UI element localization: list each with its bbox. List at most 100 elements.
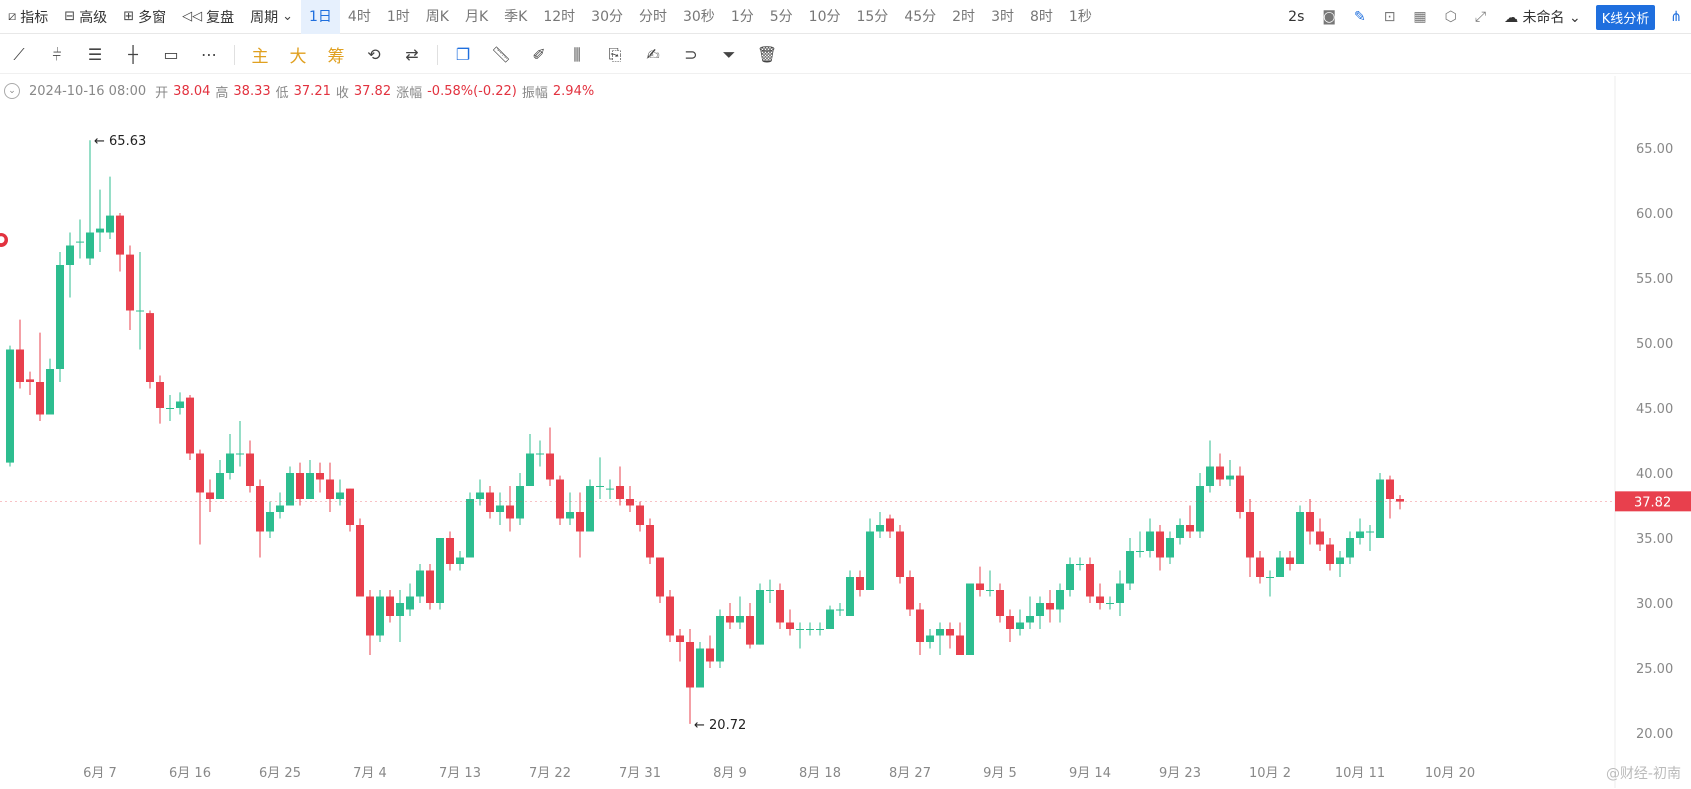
magnet-icon[interactable]: ⊃ [684, 45, 698, 64]
horizontal-line-icon[interactable]: ┼ [128, 45, 138, 64]
candle-body [826, 609, 834, 629]
candle-body [1276, 557, 1284, 577]
add-window-icon[interactable]: ⊡ [1383, 9, 1396, 25]
advanced-button[interactable]: ⊟ 高级 [64, 9, 108, 26]
x-tick-label-15: 10月 20 [1425, 766, 1475, 781]
note-icon[interactable]: ✍ [646, 45, 660, 64]
candle-body [516, 486, 524, 519]
period-tab-11[interactable]: 5分 [769, 8, 793, 25]
candle-body [1236, 475, 1244, 512]
candle-body [866, 531, 874, 590]
compare-icon[interactable]: ⇄ [405, 45, 419, 64]
trend-line-icon[interactable]: ⟋ [13, 44, 25, 64]
period-tab-5[interactable]: 季K [504, 8, 528, 25]
refresh-interval[interactable]: 2s [1288, 9, 1305, 25]
parallel-lines-icon[interactable]: ⫩ [52, 44, 62, 64]
period-tab-9[interactable]: 30秒 [682, 8, 715, 25]
candle-body [166, 408, 174, 409]
ruler-icon[interactable]: 📏︎ [490, 45, 512, 64]
y-tick-label-1: 60.00 [1636, 207, 1673, 222]
candle-body [796, 629, 804, 630]
copy-icon[interactable]: ❐ [455, 45, 471, 64]
candle-body [936, 629, 944, 636]
candle-body [1046, 603, 1054, 610]
period-tab-18[interactable]: 1秒 [1068, 8, 1092, 25]
period-tab-0[interactable]: 1日 [301, 0, 340, 34]
share-icon[interactable]: ⋔ [1670, 9, 1682, 25]
big-order-toggle[interactable]: 大 [289, 47, 307, 67]
candles-icon[interactable]: ⫼ [573, 44, 581, 64]
top-toolbar: ⧄ 指标 ⊟ 高级 ⊞ 多窗 ◁◁ 复盘 周期 ⌄ 1日 4时 1时 周K 月K 季K 12时 30分分… [0, 0, 1691, 34]
period-tab-12[interactable]: 10分 [808, 8, 841, 25]
candle-body [1346, 538, 1354, 558]
period-tab-16[interactable]: 3时 [991, 8, 1014, 25]
period-tab-14[interactable]: 45分 [904, 8, 937, 25]
candle-body [1256, 557, 1264, 577]
period-tab-7[interactable]: 30分 [591, 8, 623, 25]
min-price-label: ← 20.72 [694, 718, 746, 733]
divider [234, 44, 235, 65]
main-chart-toggle[interactable]: 主 [251, 47, 269, 67]
candle-body [556, 479, 564, 519]
brush-icon[interactable]: ✐ [532, 45, 546, 64]
candle-body [1166, 538, 1174, 558]
period-tab-10[interactable]: 1分 [730, 8, 754, 25]
candle-body [696, 648, 704, 688]
clipboard-icon[interactable]: ⎘ [608, 44, 622, 64]
period-tab-1[interactable]: 4时 [347, 8, 371, 25]
candle-body [946, 629, 954, 636]
candle-body [1326, 544, 1334, 564]
period-dropdown[interactable]: 周期 ⌄ [250, 9, 293, 26]
candle-body [766, 590, 774, 591]
alert-badge[interactable]: ● [0, 233, 8, 247]
camera-icon[interactable]: ◙ [1322, 9, 1336, 25]
candle-body [306, 473, 314, 499]
period-tab-13[interactable]: 15分 [856, 8, 889, 25]
more-icon[interactable]: ⋯ [201, 45, 217, 64]
workspace-dropdown[interactable]: ☁ 未命名 ⌄ [1504, 10, 1581, 26]
period-tab-3[interactable]: 周K [425, 8, 449, 25]
candle-body [176, 401, 184, 408]
change-value: -0.58%(-0.22) [427, 83, 517, 99]
period-tab-4[interactable]: 月K [464, 8, 489, 25]
candle-body [106, 215, 114, 233]
last-price-tag [1615, 491, 1691, 512]
replay-button[interactable]: ◁◁ 复盘 [182, 9, 235, 26]
candle-body [636, 505, 644, 525]
candle-body [706, 648, 714, 662]
candle-body [406, 596, 414, 610]
candle-body [286, 473, 294, 506]
candle-body [56, 265, 64, 369]
channel-icon[interactable]: ☰ [87, 45, 103, 64]
candle-body [1126, 551, 1134, 584]
fullscreen-icon[interactable]: ⤢ [1474, 9, 1487, 25]
candle-body [506, 505, 514, 519]
chart-icon: ⧄ [8, 9, 17, 24]
sync-icon[interactable]: ⟲ [367, 45, 381, 64]
multiwindow-button[interactable]: ⊞ 多窗 [123, 9, 167, 26]
period-tab-6[interactable]: 12时 [543, 8, 576, 25]
trash-icon[interactable]: 🗑︎ [756, 45, 778, 64]
open-value: 38.04 [173, 83, 211, 99]
indicator-button[interactable]: ⧄ 指标 [8, 9, 49, 26]
settings-icon[interactable]: ⬡ [1444, 9, 1457, 25]
pencil-icon[interactable]: ✎ [1353, 9, 1366, 25]
rectangle-icon[interactable]: ▭ [163, 45, 179, 64]
period-tab-15[interactable]: 2时 [952, 8, 976, 25]
candle-body [976, 583, 984, 590]
layout-icon: ⊟ [64, 9, 76, 24]
period-tab-2[interactable]: 1时 [386, 8, 410, 25]
candlestick-chart[interactable]: 65.00 60.00 55.00 50.00 45.00 40.00 35.00 30.00… [0, 76, 1691, 789]
candle-body [1286, 557, 1294, 564]
collapse-icon[interactable]: ⌄ [4, 83, 20, 99]
calculator-icon[interactable]: ▦ [1413, 9, 1427, 25]
y-tick-label-4: 45.00 [1636, 402, 1673, 417]
kline-analysis-button[interactable]: K线分析 [1595, 4, 1656, 30]
filter-icon[interactable]: ⏷ [722, 44, 736, 64]
candle-body [966, 583, 974, 655]
candle-body [356, 525, 364, 597]
period-tab-8[interactable]: 分时 [638, 8, 667, 25]
y-tick-label-9: 20.00 [1636, 727, 1673, 742]
chip-toggle[interactable]: 筹 [327, 47, 345, 67]
period-tab-17[interactable]: 8时 [1029, 8, 1053, 25]
